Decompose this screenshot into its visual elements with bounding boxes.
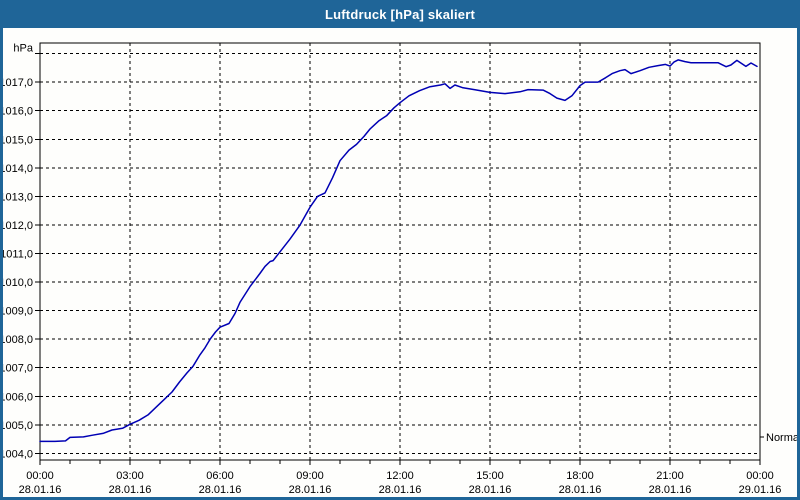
y-tick-label: 1014,0 [3, 163, 33, 175]
x-tick-date-label: 29.01.16 [739, 484, 782, 496]
y-tick-label: 1015,0 [3, 134, 33, 146]
x-tick-date-label: 28.01.16 [19, 484, 62, 496]
chart-title: Luftdruck [hPa] skaliert [325, 6, 475, 22]
pressure-chart: 1004,0 1005,0 1006,0 1007,0 1008,0 1009,0 1010… [0, 42, 800, 496]
x-tick-date-label: 28.01.16 [559, 484, 602, 496]
y-tick-label: 1008,0 [3, 334, 33, 346]
y-tick-label: 1010,0 [3, 277, 33, 289]
plot-border [39, 42, 761, 461]
x-tick-time-label: 03:00 [116, 470, 144, 482]
normal-marker-label: Normal [766, 432, 797, 444]
x-tick-date-label: 28.01.16 [289, 484, 332, 496]
y-tick-label: 1013,0 [3, 191, 33, 203]
x-tick-time-label: 09:00 [296, 470, 324, 482]
x-tick-date-label: 28.01.16 [469, 484, 512, 496]
x-tick-date-label: 28.01.16 [199, 484, 242, 496]
pressure-line [39, 59, 758, 443]
y-tick-label: 1004,0 [3, 448, 33, 460]
x-tick-date-label: 28.01.16 [649, 484, 692, 496]
y-tick-label: 1011,0 [3, 248, 33, 260]
y-tick-label: 1009,0 [3, 306, 33, 318]
x-tick-date-label: 28.01.16 [109, 484, 152, 496]
y-tick-label: 1017,0 [3, 77, 33, 89]
x-tick-time-label: 21:00 [656, 470, 684, 482]
y-tick-label: 1016,0 [3, 106, 33, 118]
plot-area [40, 43, 760, 460]
y-tick-label: 1006,0 [3, 391, 33, 403]
y-axis-unit-label: hPa [13, 43, 33, 55]
chart-panel: 1004,0 1005,0 1006,0 1007,0 1008,0 1009,0 1010… [0, 28, 800, 497]
y-tick-label: 1005,0 [3, 420, 33, 432]
x-tick-time-label: 15:00 [476, 470, 504, 482]
x-tick-time-label: 00:00 [746, 470, 774, 482]
y-tick-label: 1012,0 [3, 220, 33, 232]
y-tick-label: 1007,0 [3, 363, 33, 375]
x-tick-time-label: 18:00 [566, 470, 594, 482]
x-tick-time-label: 00:00 [26, 470, 54, 482]
title-bar: Luftdruck [hPa] skaliert [0, 0, 800, 28]
x-tick-time-label: 12:00 [386, 470, 414, 482]
x-tick-time-label: 06:00 [206, 470, 234, 482]
x-tick-date-label: 28.01.16 [379, 484, 422, 496]
